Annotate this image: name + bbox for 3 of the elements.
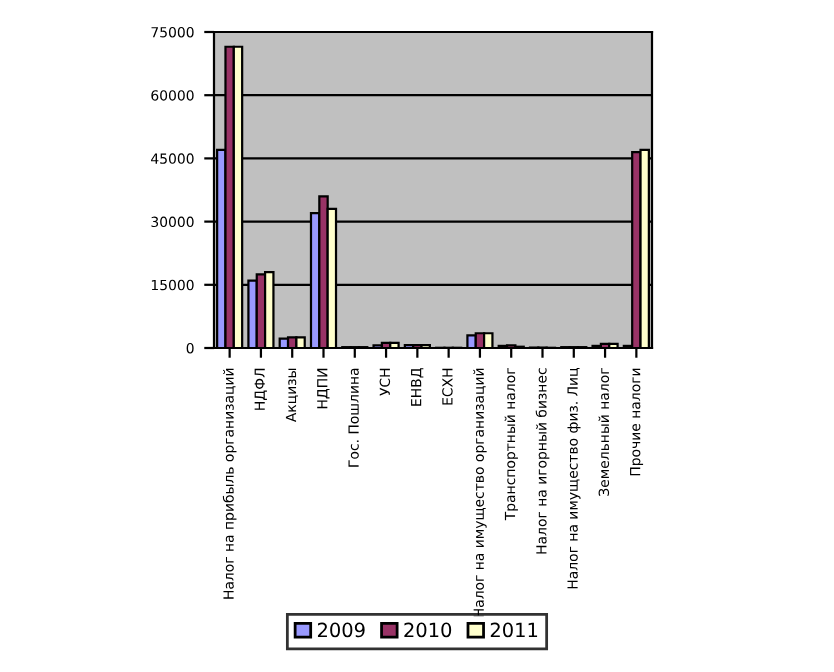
- legend-label: 2009: [317, 622, 365, 638]
- legend-label: 2010: [404, 622, 452, 638]
- legend-label: 2011: [490, 622, 538, 638]
